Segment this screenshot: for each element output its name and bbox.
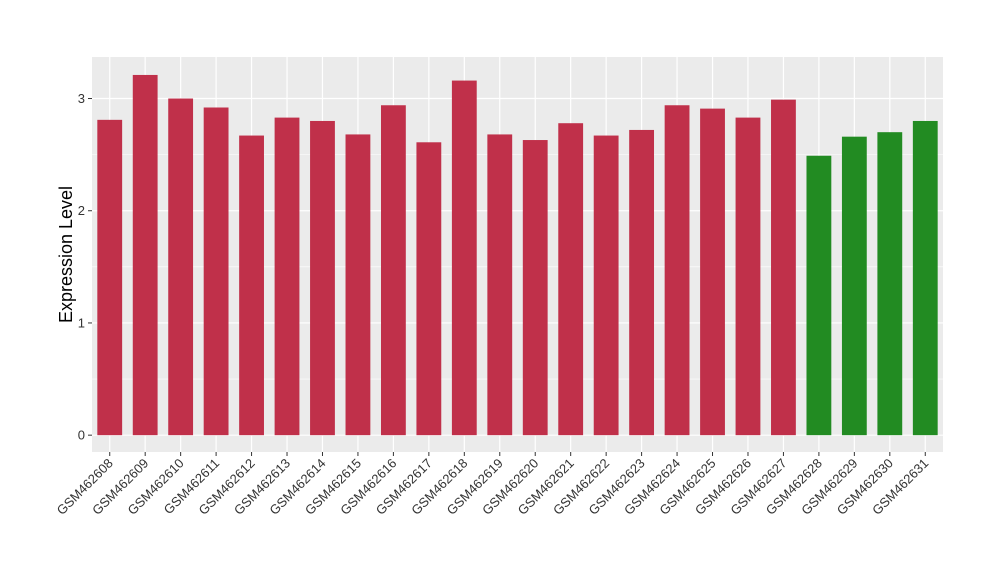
y-tick-label: 0 (78, 428, 85, 443)
bar-GSM462609 (132, 74, 158, 436)
bar-GSM462620 (522, 140, 548, 436)
bar-GSM462610 (168, 98, 194, 436)
bar-GSM462613 (274, 117, 300, 436)
bar-GSM462614 (310, 120, 335, 436)
bar-GSM462616 (380, 105, 406, 436)
x-axis-ticks: GSM462608GSM462609GSM462610GSM462611GSM4… (54, 452, 931, 518)
bar-GSM462629 (841, 136, 867, 436)
y-tick-label: 2 (78, 203, 85, 218)
y-axis-title: Expression Level (56, 186, 76, 323)
bar-GSM462617 (416, 142, 442, 436)
bar-GSM462608 (97, 119, 123, 436)
bar-GSM462615 (345, 134, 371, 436)
bar-GSM462618 (451, 80, 477, 436)
bar-GSM462627 (771, 99, 796, 436)
bar-GSM462612 (239, 135, 264, 436)
bar-GSM462630 (877, 132, 903, 436)
bar-GSM462621 (558, 123, 584, 436)
minor-gridlines (92, 154, 943, 380)
plot-panel (92, 57, 943, 452)
bar-GSM462611 (203, 107, 229, 436)
y-axis-ticks: 0 1 2 3 (78, 91, 92, 443)
bars (97, 74, 938, 436)
bar-GSM462631 (912, 120, 938, 436)
y-tick-label: 1 (78, 315, 85, 330)
y-tick-label: 3 (78, 91, 85, 106)
bar-GSM462624 (664, 105, 690, 436)
bar-GSM462628 (806, 155, 832, 436)
bar-GSM462619 (487, 134, 513, 436)
bar-GSM462626 (735, 117, 761, 436)
bar-GSM462625 (700, 108, 725, 436)
bar-GSM462623 (629, 129, 655, 436)
bar-GSM462622 (593, 135, 619, 436)
